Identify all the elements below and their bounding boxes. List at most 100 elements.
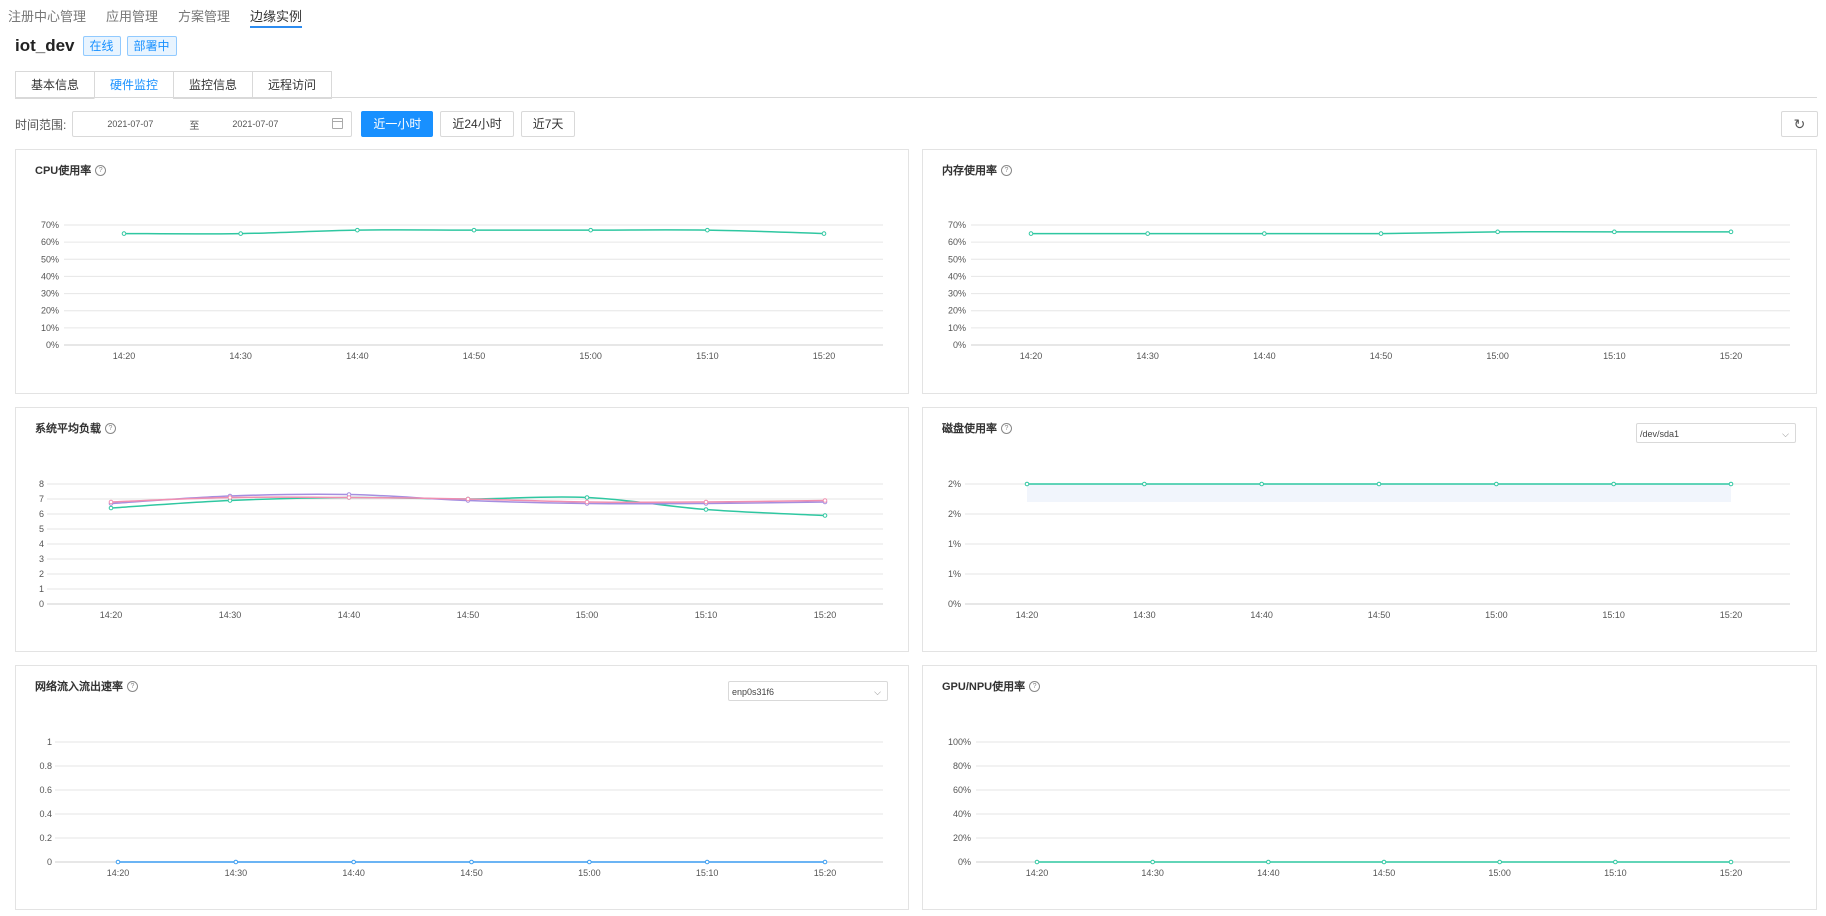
x-tick-label: 14:30	[229, 351, 252, 361]
data-point[interactable]	[1145, 231, 1150, 236]
y-tick-label: 5	[39, 524, 44, 534]
help-icon[interactable]: ?	[1001, 164, 1012, 176]
network-interface-select[interactable]: enp0s31f6 ⌵	[728, 681, 888, 701]
data-point[interactable]	[1728, 859, 1734, 865]
y-tick-label: 70%	[948, 220, 966, 230]
data-point[interactable]	[1728, 481, 1734, 487]
time-range-row: 时间范围: 2021-07-07 至 2021-07-07 近一小时 近24小时…	[15, 111, 582, 137]
help-icon[interactable]: ?	[105, 422, 116, 434]
data-point[interactable]	[469, 859, 474, 865]
data-point[interactable]	[1381, 859, 1387, 865]
data-point[interactable]	[1376, 481, 1382, 487]
data-point[interactable]	[121, 231, 127, 236]
data-point[interactable]	[822, 513, 828, 518]
last-7-days-button[interactable]: 近7天	[520, 111, 576, 137]
nav-item-plans[interactable]: 方案管理	[178, 9, 231, 24]
x-tick-label: 14:40	[346, 351, 369, 361]
tabs-divider	[15, 97, 1817, 98]
data-point[interactable]	[1034, 859, 1040, 865]
disk-device-select[interactable]: /dev/sda1 ⌵	[1636, 423, 1796, 443]
device-name: iot_dev	[15, 36, 75, 55]
data-point[interactable]	[465, 496, 471, 502]
y-tick-label: 2%	[948, 479, 961, 489]
data-point[interactable]	[703, 499, 709, 505]
tab-hardware-monitor[interactable]: 硬件监控	[94, 71, 174, 99]
date-end[interactable]: 2021-07-07	[232, 119, 279, 129]
help-icon[interactable]: ?	[1001, 422, 1012, 434]
data-point[interactable]	[822, 859, 828, 865]
data-point[interactable]	[233, 859, 239, 865]
data-point[interactable]	[584, 495, 590, 500]
detail-tabs: 基本信息 硬件监控 监控信息 远程访问	[15, 71, 333, 99]
help-icon[interactable]: ?	[95, 164, 107, 176]
data-point[interactable]	[471, 227, 477, 233]
y-tick-label: 40%	[948, 271, 966, 281]
date-range-picker[interactable]: 2021-07-07 至 2021-07-07	[72, 111, 353, 137]
x-tick-label: 15:00	[1488, 868, 1511, 878]
data-point[interactable]	[346, 495, 352, 500]
data-point[interactable]	[1611, 481, 1616, 487]
data-point[interactable]	[704, 859, 710, 865]
help-icon[interactable]: ?	[127, 680, 138, 692]
nav-item-apps[interactable]: 应用管理	[106, 9, 159, 24]
data-point[interactable]	[1259, 481, 1264, 487]
data-point[interactable]	[108, 505, 114, 511]
nav-item-edge-instances[interactable]: 边缘实例	[250, 0, 303, 28]
chevron-down-icon: ⌵	[1782, 429, 1789, 439]
data-point[interactable]	[1262, 231, 1267, 236]
disk-usage-title: 磁盘使用率	[942, 423, 997, 435]
data-point[interactable]	[227, 495, 233, 500]
data-point[interactable]	[238, 231, 243, 236]
date-separator: 至	[189, 120, 200, 132]
tab-basic-info[interactable]: 基本信息	[15, 71, 95, 99]
y-tick-label: 40%	[41, 271, 59, 281]
tab-monitor-info[interactable]: 监控信息	[173, 71, 253, 99]
data-point[interactable]	[115, 859, 121, 865]
data-point[interactable]	[1150, 859, 1155, 865]
title-row: iot_dev 在线 部署中	[15, 36, 177, 56]
x-tick-label: 15:20	[813, 351, 836, 361]
data-point[interactable]	[703, 507, 709, 512]
data-point[interactable]	[1028, 231, 1034, 236]
y-tick-label: 10%	[948, 323, 966, 333]
date-start[interactable]: 2021-07-07	[107, 119, 154, 129]
x-tick-label: 14:50	[1370, 351, 1393, 361]
y-tick-label: 0.8	[39, 761, 52, 771]
data-point[interactable]	[1378, 231, 1384, 236]
last-24-hours-button[interactable]: 近24小时	[440, 111, 514, 137]
x-tick-label: 15:10	[1604, 868, 1627, 878]
y-tick-label: 4	[39, 539, 44, 549]
data-point[interactable]	[1266, 859, 1271, 865]
data-point[interactable]	[1728, 229, 1734, 235]
data-point[interactable]	[705, 227, 710, 233]
data-point[interactable]	[587, 859, 592, 865]
y-tick-label: 0%	[958, 857, 971, 867]
nav-item-registry[interactable]: 注册中心管理	[8, 9, 87, 24]
x-tick-label: 14:20	[1020, 351, 1043, 361]
data-point[interactable]	[351, 859, 356, 865]
data-point[interactable]	[1142, 481, 1147, 487]
y-tick-label: 50%	[41, 254, 59, 264]
data-point[interactable]	[1612, 229, 1617, 235]
data-point[interactable]	[822, 498, 828, 503]
data-point[interactable]	[588, 227, 593, 233]
x-tick-label: 14:30	[1141, 868, 1164, 878]
tab-remote-access[interactable]: 远程访问	[252, 71, 333, 99]
x-tick-label: 14:40	[1253, 351, 1276, 361]
x-tick-label: 14:20	[1016, 610, 1039, 620]
data-point[interactable]	[584, 499, 590, 505]
load-average-title: 系统平均负载	[35, 423, 101, 435]
data-point[interactable]	[1494, 481, 1499, 487]
data-point[interactable]	[108, 499, 114, 505]
data-point[interactable]	[1024, 481, 1030, 487]
data-point[interactable]	[1613, 859, 1618, 865]
data-point[interactable]	[1497, 859, 1502, 865]
status-badge-online: 在线	[82, 36, 121, 56]
refresh-button[interactable]: ↻	[1781, 111, 1818, 137]
status-badge-deploying: 部署中	[126, 36, 177, 56]
data-point[interactable]	[821, 231, 827, 236]
data-point[interactable]	[355, 227, 360, 233]
help-icon[interactable]: ?	[1029, 680, 1041, 692]
last-hour-button[interactable]: 近一小时	[361, 111, 434, 137]
data-point[interactable]	[1495, 229, 1500, 235]
